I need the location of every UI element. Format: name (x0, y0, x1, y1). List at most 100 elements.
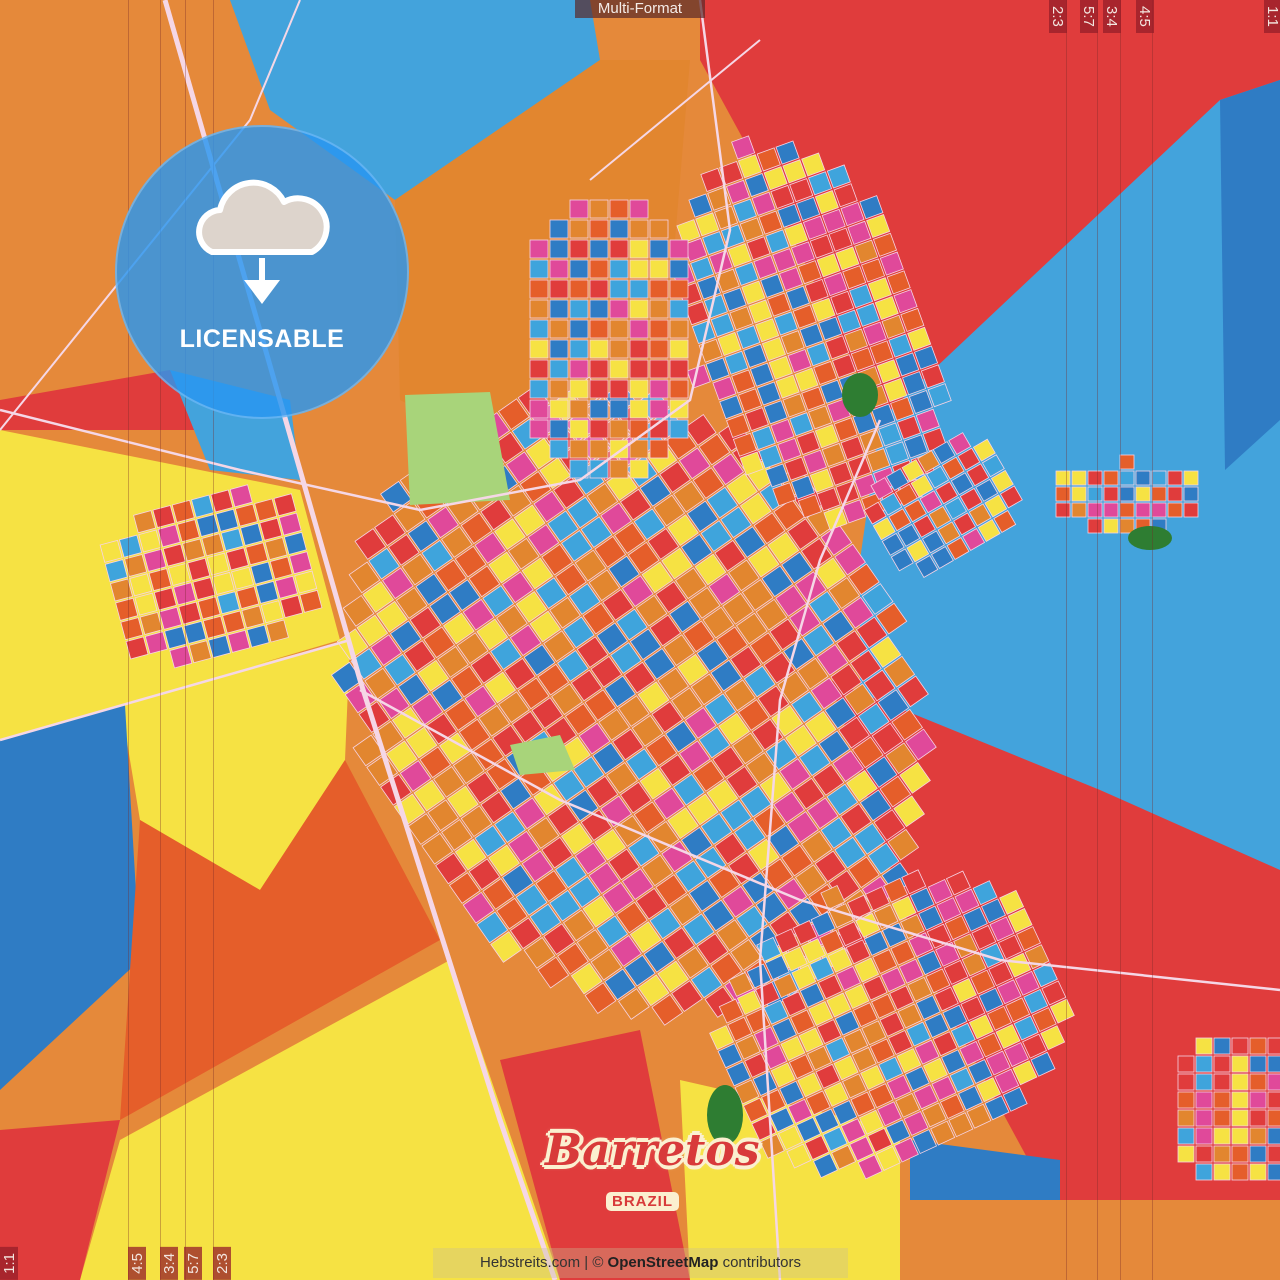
city-block (614, 522, 646, 554)
city-block (442, 612, 475, 645)
city-block (782, 393, 807, 418)
city-block (413, 779, 446, 812)
attribution-osm[interactable]: OpenStreetMap (607, 1254, 719, 1271)
city-block (890, 396, 915, 421)
city-block (619, 781, 652, 814)
licensable-badge[interactable]: LICENSABLE (115, 125, 409, 419)
city-block (1249, 1091, 1267, 1109)
city-block (820, 884, 846, 910)
city-block (907, 976, 933, 1002)
city-block (869, 636, 902, 668)
city-block (1071, 470, 1087, 486)
city-block (541, 543, 574, 576)
city-block (867, 277, 892, 302)
city-block (529, 379, 549, 399)
city-block (772, 248, 797, 273)
city-block (781, 551, 813, 584)
city-block (893, 1137, 919, 1163)
city-block (746, 963, 772, 989)
city-block (761, 565, 794, 598)
city-block (866, 448, 891, 473)
city-block (709, 1025, 735, 1051)
city-block (777, 437, 802, 462)
city-block (949, 1067, 975, 1093)
city-block (569, 419, 589, 439)
city-block (975, 478, 999, 502)
city-block (129, 573, 153, 597)
city-block (104, 559, 128, 583)
city-blocks (99, 135, 1280, 1181)
city-block (444, 699, 477, 731)
city-block (1231, 1091, 1249, 1109)
region-yellow-south (80, 960, 560, 1280)
city-block (672, 480, 705, 513)
city-block (730, 938, 762, 971)
city-block (790, 475, 816, 500)
city-block (569, 279, 589, 299)
city-block (507, 537, 540, 570)
city-block (939, 1094, 965, 1120)
city-block (458, 718, 491, 751)
city-block (1014, 970, 1040, 996)
city-block (796, 657, 829, 690)
city-block (799, 982, 825, 1008)
city-block (604, 675, 636, 708)
city-block (710, 313, 735, 338)
block-district (1055, 454, 1199, 534)
city-block (840, 803, 872, 836)
city-block (788, 1054, 814, 1080)
city-block (797, 1072, 823, 1098)
city-block (925, 968, 951, 994)
city-block (877, 689, 910, 722)
city-block (604, 968, 636, 1001)
city-block (1177, 1091, 1195, 1109)
city-block (169, 645, 193, 669)
city-block (547, 803, 579, 836)
city-block (549, 379, 569, 399)
city-block (765, 229, 790, 254)
city-block (589, 419, 609, 439)
city-block (1177, 1109, 1195, 1127)
city-block (521, 850, 554, 883)
city-block (742, 1097, 768, 1123)
city-block (669, 339, 689, 359)
city-block (576, 929, 609, 961)
city-block (171, 499, 195, 523)
city-block (984, 494, 1008, 518)
attribution-site[interactable]: Hebstreits.com (480, 1254, 581, 1271)
city-block (830, 290, 855, 315)
city-block (913, 345, 939, 370)
city-block (629, 219, 649, 239)
city-block (676, 219, 701, 244)
city-block (857, 1154, 883, 1180)
city-block (255, 580, 279, 604)
city-block (989, 916, 1015, 942)
city-block (503, 657, 536, 690)
city-block (245, 542, 269, 566)
city-block (863, 930, 889, 956)
city-block (589, 399, 609, 419)
city-block (569, 379, 589, 399)
city-block (462, 598, 495, 631)
city-block (883, 877, 909, 903)
city-block (915, 555, 939, 578)
city-block (629, 921, 662, 954)
city-block (501, 864, 534, 897)
city-block (549, 359, 569, 379)
city-block (927, 878, 953, 904)
city-block (731, 369, 756, 394)
city-block (700, 813, 733, 845)
city-block (476, 618, 509, 651)
city-block (804, 710, 837, 743)
city-block (993, 510, 1017, 533)
region-darkorange-southwest (120, 760, 440, 1120)
city-block (569, 439, 589, 459)
city-block (726, 472, 758, 505)
city-block (421, 539, 454, 572)
city-block (874, 295, 899, 321)
city-block (901, 869, 927, 895)
block-district (863, 432, 1023, 578)
city-block (523, 644, 556, 676)
city-block (641, 561, 674, 594)
